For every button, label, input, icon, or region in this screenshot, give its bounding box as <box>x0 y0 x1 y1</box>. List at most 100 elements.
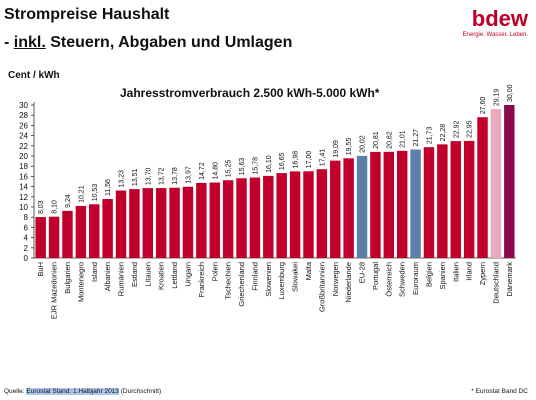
value-label: 13,97 <box>185 166 192 184</box>
y-tick-label: 20 <box>19 152 28 161</box>
bar <box>437 144 448 258</box>
y-tick-label: 10 <box>19 203 28 212</box>
category-label: Estland <box>130 262 139 287</box>
category-label: Irland <box>465 262 474 281</box>
bar <box>477 117 488 259</box>
bar <box>236 178 247 258</box>
subtitle-prefix: - <box>4 34 14 51</box>
value-label: 11,56 <box>105 179 112 196</box>
value-label: 19,09 <box>333 140 340 158</box>
y-tick-label: 8 <box>24 213 29 222</box>
value-label: 21,27 <box>413 129 420 147</box>
source-prefix: Quelle: <box>4 388 27 395</box>
bar <box>463 140 475 258</box>
value-label: 22,92 <box>453 120 460 138</box>
bar <box>209 182 220 258</box>
category-label: Deutschland <box>491 262 500 304</box>
bar <box>129 189 140 258</box>
category-label: Montenegro <box>76 262 85 302</box>
category-label: Spanien <box>438 262 447 290</box>
bar <box>303 171 314 258</box>
value-label: 15,25 <box>226 160 233 178</box>
bar <box>142 188 154 258</box>
subtitle-rest: Steuern, Abgaben und Umlagen <box>45 34 293 51</box>
bar <box>35 217 46 258</box>
category-label: Litauen <box>143 262 152 287</box>
value-label: 10,21 <box>78 185 85 203</box>
category-label: Albanien <box>103 262 112 291</box>
category-label: Tschechien <box>224 262 233 300</box>
category-label: Österreich <box>384 262 393 297</box>
category-label: Malta <box>304 261 313 280</box>
value-label: 8,10 <box>52 200 59 214</box>
bar <box>316 169 328 258</box>
bar <box>75 205 87 258</box>
bar <box>263 175 274 258</box>
bar <box>504 105 515 258</box>
bar <box>276 173 287 258</box>
category-label: Island <box>90 262 99 282</box>
value-label: 30,00 <box>507 84 514 102</box>
category-label: Bulgarien <box>63 262 72 294</box>
y-tick-label: 24 <box>19 132 28 141</box>
y-tick-label: 22 <box>19 142 28 151</box>
y-tick-label: 18 <box>19 162 28 171</box>
value-label: 14,72 <box>199 162 206 180</box>
category-label: EJR Mazedonien <box>50 262 59 319</box>
value-label: 17,41 <box>319 149 326 167</box>
logo-tagline: Energie. Wasser. Leben. <box>462 32 528 38</box>
value-label: 20,81 <box>373 131 380 149</box>
category-label: Finnland <box>250 262 259 291</box>
page-subtitle: - inkl. Steuern, Abgaben und Umlagen <box>4 34 292 52</box>
value-label: 20,82 <box>386 131 393 149</box>
bar <box>62 210 73 258</box>
bar <box>48 216 60 258</box>
y-tick-label: 2 <box>24 244 29 253</box>
y-tick-label: 26 <box>19 121 28 130</box>
bar <box>356 155 368 258</box>
value-label: 13,70 <box>145 168 152 186</box>
value-label: 13,23 <box>119 170 126 188</box>
value-label: 15,63 <box>239 158 246 176</box>
value-label: 29,19 <box>493 89 500 107</box>
category-label: Griechenland <box>237 262 246 307</box>
page-title: Strompreise Haushalt <box>4 6 170 23</box>
bar <box>410 149 421 258</box>
category-label: Slowakei <box>291 262 300 292</box>
value-label: 21,73 <box>426 127 433 145</box>
y-tick-label: 6 <box>24 223 29 232</box>
source-highlight: Eurostat Stand: 1.Halbjahr 2013 <box>26 388 119 395</box>
value-label: 20,02 <box>360 135 367 153</box>
value-label: 17,00 <box>306 151 313 169</box>
bar <box>196 182 207 258</box>
source-suffix: (Durchschnitt) <box>118 388 162 395</box>
category-label: Niederlande <box>344 262 353 302</box>
category-label: Frankreich <box>197 262 206 297</box>
category-label: Ungarn <box>183 262 192 287</box>
bar <box>102 199 113 258</box>
bar <box>383 151 395 258</box>
category-label: Norwegen <box>331 262 340 296</box>
value-label: 8,03 <box>38 200 45 214</box>
bar <box>330 160 341 258</box>
bar <box>396 150 408 258</box>
category-label: Zypern <box>478 262 487 285</box>
bar <box>343 158 354 258</box>
value-label: 16,98 <box>293 151 300 169</box>
category-label: Dänemark <box>505 262 514 297</box>
source-note: Quelle: Eurostat Stand: 1.Halbjahr 2013 … <box>4 388 161 395</box>
subtitle-underlined: inkl. <box>13 34 46 51</box>
category-label: Lettland <box>170 262 179 289</box>
y-tick-label: 16 <box>19 172 28 181</box>
value-label: 13,78 <box>172 167 179 185</box>
bar <box>450 141 461 258</box>
y-tick-label: 0 <box>24 254 29 263</box>
bar <box>423 147 435 258</box>
value-label: 22,28 <box>440 124 447 142</box>
bar <box>222 180 234 258</box>
category-label: Kroatien <box>157 262 166 290</box>
chart-title: Jahresstromverbrauch 2.500 kWh-5.000 kWh… <box>120 86 380 100</box>
category-label: Rumänien <box>117 262 126 296</box>
category-label: Belgien <box>424 262 433 287</box>
